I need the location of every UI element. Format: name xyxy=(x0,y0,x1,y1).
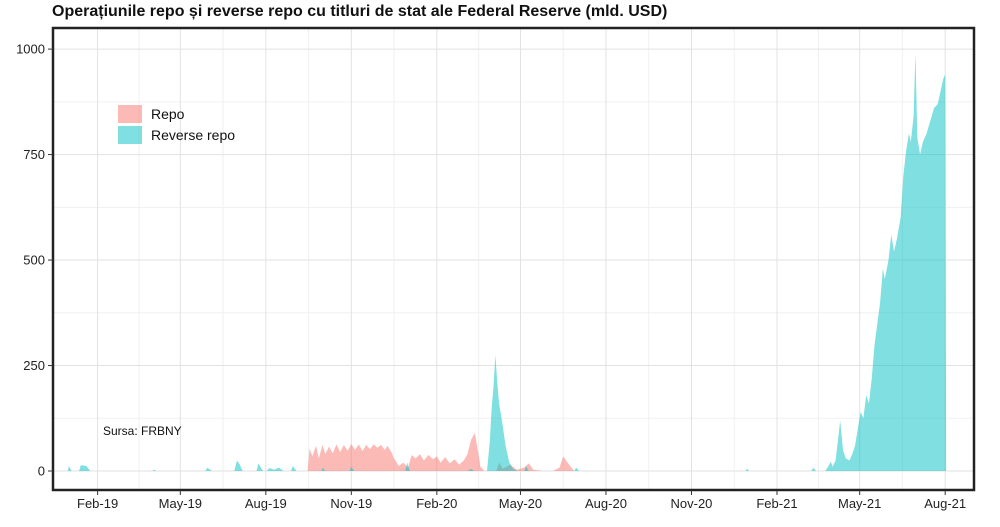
y-tick-label: 250 xyxy=(23,358,45,373)
x-tick-label: May-21 xyxy=(838,496,881,511)
x-tick-label: Nov-20 xyxy=(671,496,713,511)
x-tick-label: Aug-21 xyxy=(924,496,966,511)
x-tick-label: Feb-20 xyxy=(416,496,457,511)
y-tick-label: 500 xyxy=(23,253,45,268)
x-tick-label: Aug-20 xyxy=(585,496,627,511)
source-note: Sursa: FRBNY xyxy=(103,424,182,438)
x-tick-label: May-19 xyxy=(159,496,202,511)
plot-background xyxy=(53,28,974,490)
series-area-repo xyxy=(307,433,974,472)
x-tick-label: Feb-19 xyxy=(77,496,118,511)
grid xyxy=(53,28,974,490)
y-tick-label: 0 xyxy=(38,464,45,479)
y-axis: 0 250 500 750 1000 xyxy=(16,42,53,479)
x-tick-label: Nov-19 xyxy=(330,496,372,511)
legend-label-repo: Repo xyxy=(151,106,185,122)
x-tick-label: Feb-21 xyxy=(756,496,797,511)
series-areas xyxy=(53,53,974,472)
series-area-reverse-repo xyxy=(53,53,974,472)
plot-frame xyxy=(51,26,976,492)
legend-label-reverse-repo: Reverse repo xyxy=(151,127,235,143)
legend: Repo Reverse repo xyxy=(118,105,235,144)
legend-swatch-repo xyxy=(118,105,142,123)
legend-swatch-reverse-repo xyxy=(118,126,142,144)
chart-title: Operațiunile repo și reverse repo cu tit… xyxy=(52,3,668,20)
x-tick-label: May-20 xyxy=(499,496,542,511)
x-tick-label: Aug-19 xyxy=(245,496,287,511)
y-tick-label: 1000 xyxy=(16,42,45,57)
x-axis: Feb-19 May-19 Aug-19 Nov-19 Feb-20 May-20 Aug-… xyxy=(77,490,966,511)
y-tick-label: 750 xyxy=(23,147,45,162)
